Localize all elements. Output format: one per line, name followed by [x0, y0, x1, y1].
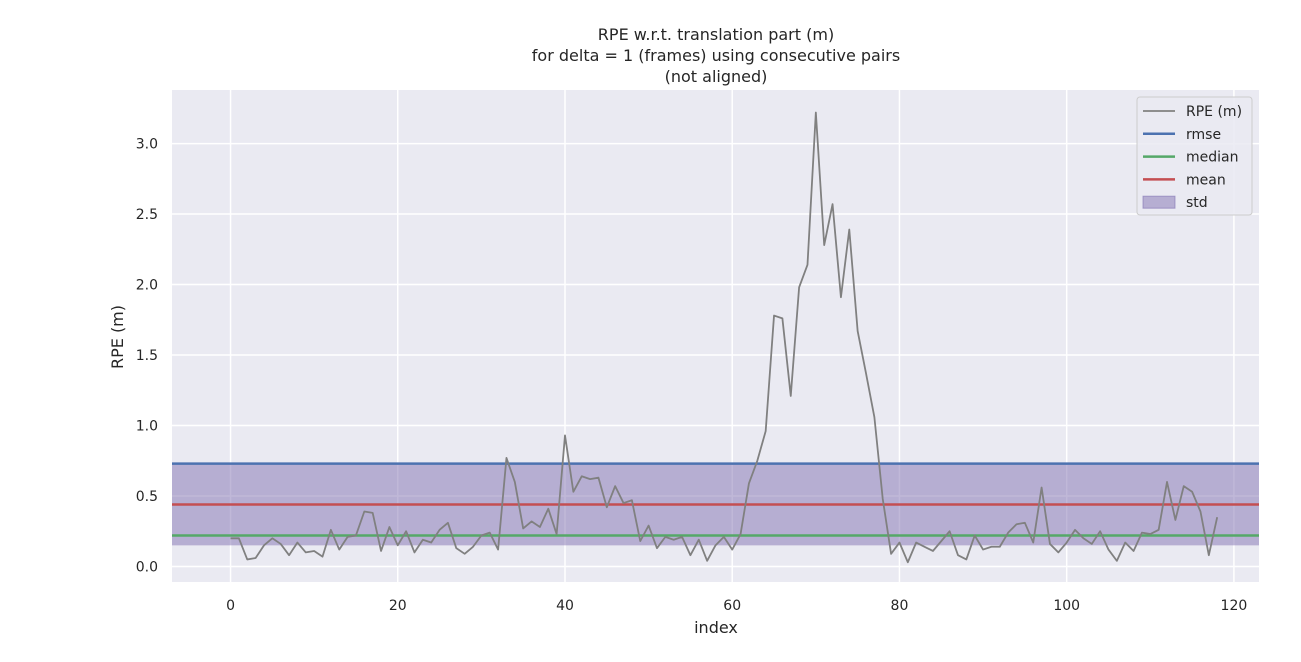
series-group — [230, 111, 1219, 564]
chart-title: RPE w.r.t. translation part (m) for delt… — [532, 25, 900, 86]
legend-swatch — [1142, 195, 1176, 209]
chart-title-line-3: (not aligned) — [665, 67, 768, 86]
x-axis-ticks: 0 20 40 60 80 100 120 — [226, 598, 1247, 614]
legend-label: RPE (m) — [1186, 104, 1242, 120]
x-axis-label: index — [694, 618, 738, 637]
x-tick-label-6: 120 — [1221, 598, 1248, 614]
y-tick-label-2: 1.0 — [136, 419, 158, 435]
y-tick-label-3: 1.5 — [136, 348, 158, 364]
x-tick-label-2: 40 — [556, 598, 574, 614]
legend-item-rpe-m-: RPE (m) — [1143, 104, 1242, 120]
chart-title-line-2: for delta = 1 (frames) using consecutive… — [532, 46, 900, 65]
x-tick-label-1: 20 — [389, 598, 407, 614]
legend: RPE (m) rmse median mean std — [1136, 96, 1253, 216]
legend-label: rmse — [1186, 127, 1221, 143]
legend-box — [1136, 96, 1253, 216]
x-tick-label-0: 0 — [226, 598, 235, 614]
legend-item-median: median — [1143, 150, 1238, 166]
x-tick-label-3: 60 — [723, 598, 741, 614]
y-tick-label-6: 3.0 — [136, 137, 158, 153]
legend-item-std: std — [1142, 195, 1208, 211]
legend-item-mean: mean — [1143, 172, 1226, 188]
y-tick-label-4: 2.0 — [136, 278, 158, 294]
legend-label: std — [1186, 195, 1208, 211]
x-tick-label-5: 100 — [1053, 598, 1080, 614]
y-axis-label: RPE (m) — [108, 305, 127, 369]
legend-label: median — [1186, 150, 1238, 166]
y-tick-label-0: 0.0 — [136, 559, 158, 575]
y-tick-label-5: 2.5 — [136, 207, 158, 223]
legend-label: mean — [1186, 172, 1226, 188]
y-tick-label-1: 0.5 — [136, 489, 158, 505]
y-axis-ticks: 0.0 0.5 1.0 1.5 2.0 2.5 3.0 — [136, 137, 158, 576]
chart-title-line-1: RPE w.r.t. translation part (m) — [598, 25, 834, 44]
series-line-0 — [230, 111, 1219, 564]
legend-item-rmse: rmse — [1143, 127, 1221, 143]
x-tick-label-4: 80 — [891, 598, 909, 614]
